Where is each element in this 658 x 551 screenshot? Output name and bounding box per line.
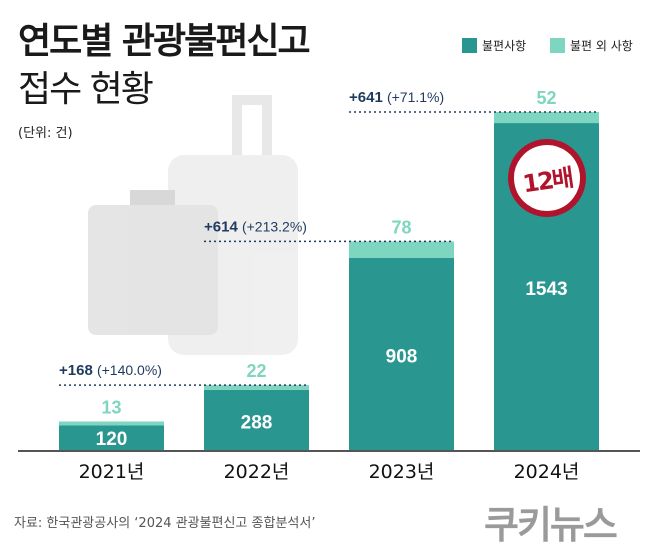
value-label-other: 52 bbox=[536, 88, 556, 108]
x-tick-label: 2022년 bbox=[224, 461, 290, 483]
badge-text: 12배 bbox=[520, 163, 574, 198]
bar-complaint bbox=[204, 389, 309, 451]
x-tick-label: 2024년 bbox=[514, 461, 580, 483]
unit-label: (단위: 건) bbox=[18, 126, 73, 141]
bar-other bbox=[59, 421, 164, 426]
publisher-logo: 쿠키뉴스 bbox=[484, 503, 618, 547]
value-label-other: 78 bbox=[391, 217, 411, 237]
x-tick-label: 2023년 bbox=[369, 461, 435, 483]
bar-other bbox=[204, 385, 309, 390]
suitcase-illustration bbox=[88, 95, 298, 355]
chart-title-line2: 접수 현황 bbox=[18, 69, 154, 110]
legend-swatch-complaint bbox=[462, 38, 477, 53]
growth-annotation: +641 (+71.1%) bbox=[349, 89, 444, 106]
x-tick-label: 2021년 bbox=[79, 461, 145, 483]
value-label-complaint: 120 bbox=[96, 429, 128, 450]
value-label-complaint: 288 bbox=[241, 412, 273, 433]
value-label-other: 22 bbox=[246, 361, 266, 381]
bar-other bbox=[349, 241, 454, 259]
legend-swatch-other bbox=[550, 38, 565, 53]
source-note: 자료: 한국관광공사의 ‘2024 관광불편신고 종합분석서’ bbox=[14, 516, 316, 531]
bar-other bbox=[494, 112, 599, 124]
bar-complaint bbox=[59, 425, 164, 451]
growth-annotation: +614 (+213.2%) bbox=[204, 218, 307, 235]
value-label-other: 13 bbox=[101, 397, 121, 417]
value-label-complaint: 1543 bbox=[525, 279, 567, 300]
bar-complaint bbox=[349, 258, 454, 451]
legend-item-other: 불편 외 사항 bbox=[550, 37, 633, 54]
chart-title-line1: 연도별 관광불편신고 bbox=[18, 21, 311, 62]
growth-annotation: +168 (+140.0%) bbox=[59, 362, 162, 379]
value-label-complaint: 908 bbox=[386, 347, 418, 368]
legend-label: 불편 외 사항 bbox=[570, 39, 633, 53]
legend-item-complaint: 불편사항 bbox=[462, 37, 526, 54]
legend-label: 불편사항 bbox=[482, 39, 527, 53]
